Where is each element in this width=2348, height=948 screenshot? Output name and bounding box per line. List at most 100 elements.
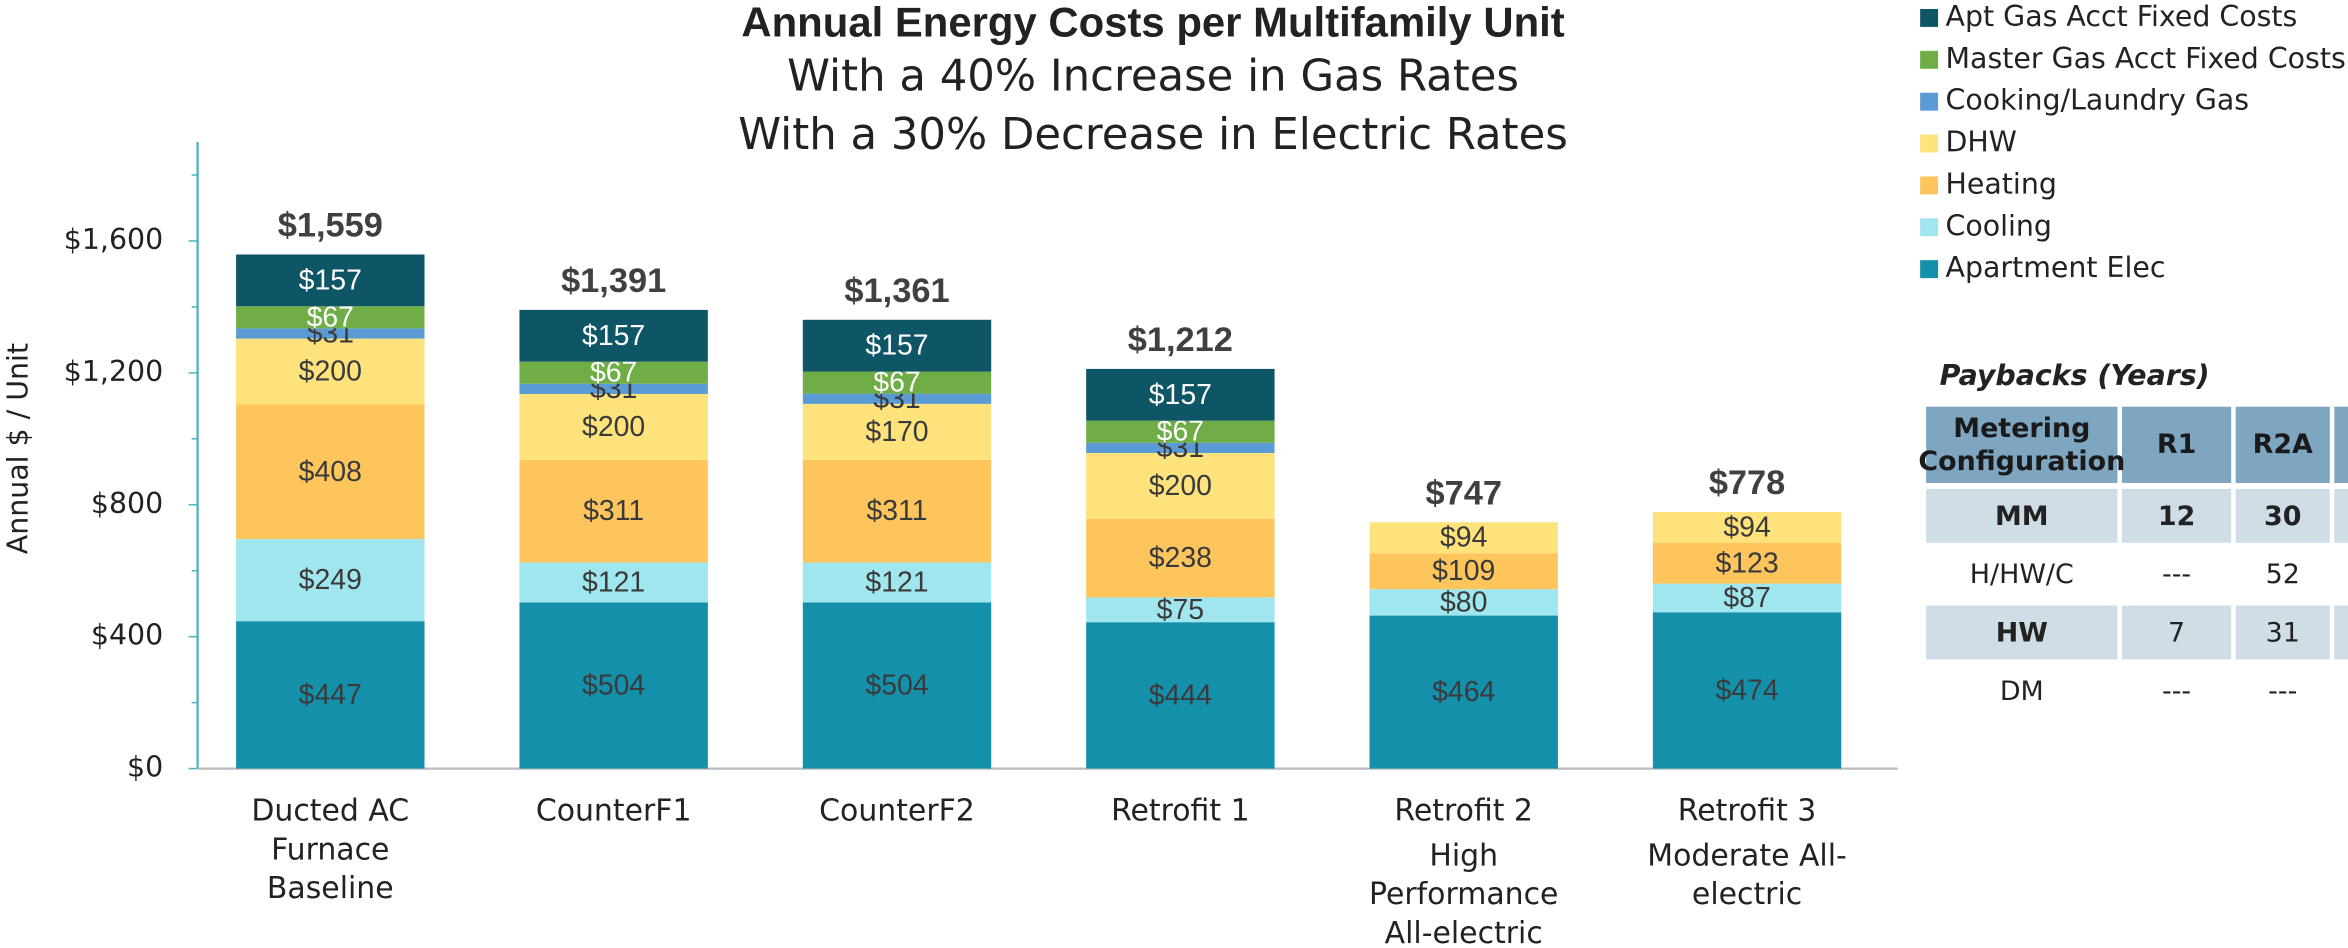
segment-label: $67 [873, 367, 920, 399]
table-cell [2235, 605, 2330, 660]
table-cell [1926, 605, 2118, 660]
bar-segment [1086, 453, 1275, 519]
legend-swatch [1920, 8, 1939, 27]
bar-segment [1086, 622, 1275, 769]
bar-segment [802, 319, 992, 372]
category-note: Performance [1369, 877, 1558, 912]
legend-swatch [1920, 176, 1939, 195]
category-note: High [1429, 838, 1498, 873]
category-note: All-electric [1385, 916, 1543, 948]
bar-segment [1652, 543, 1842, 584]
bar-segment [519, 309, 708, 362]
bar-segment [802, 393, 992, 404]
legend-swatch [1920, 218, 1939, 237]
bar-segment [802, 602, 992, 769]
segment-label: $67 [1157, 416, 1204, 448]
legend-label: Apt Gas Acct Fixed Costs [1946, 0, 2298, 33]
segment-label: $311 [866, 495, 927, 527]
segment-label: $311 [583, 495, 644, 527]
segment-label: $200 [582, 411, 645, 443]
segment-label: $157 [582, 320, 645, 352]
table-header-cell [1926, 406, 2118, 483]
table-cell [2235, 547, 2330, 602]
bar-segment [1652, 583, 1842, 613]
legend-swatch [1920, 92, 1939, 111]
bar-segment [236, 254, 425, 307]
bar-segment [519, 383, 708, 394]
y-tick-label: $1,600 [64, 223, 163, 256]
table-header: R2A [2253, 429, 2313, 460]
segment-label: $408 [299, 456, 362, 488]
y-tick-label: $0 [127, 751, 163, 784]
total-label: $1,212 [1128, 321, 1233, 359]
legend-swatch [1920, 134, 1939, 153]
table-cell-text: 7 [2168, 617, 2185, 648]
bar-segment [802, 403, 992, 460]
bar-segment [1369, 589, 1558, 616]
table-cell [2334, 488, 2348, 543]
legend-label: DHW [1946, 126, 2017, 159]
legend-label: Cooling [1946, 209, 2052, 242]
table-cell-text: H/HW/C [1970, 559, 2074, 590]
chart-title: Annual Energy Costs per Multifamily Unit [741, 0, 1564, 45]
bar-segment [236, 621, 425, 769]
bar-segment [519, 602, 708, 769]
x-tick-label: CounterF2 [819, 793, 975, 828]
bar-segment [1369, 553, 1558, 590]
segment-label: $504 [582, 669, 645, 701]
table-header-cell [2235, 406, 2330, 483]
segment-label: $94 [1723, 512, 1770, 544]
x-tick-label: Furnace [271, 832, 389, 867]
table-cell [2122, 488, 2232, 543]
table-header-cell [2334, 406, 2348, 483]
table-cell-text: 30 [2264, 501, 2301, 532]
table-cell [2235, 488, 2330, 543]
segment-label: $94 [1440, 522, 1487, 554]
legend-label: Master Gas Acct Fixed Costs [1946, 42, 2346, 75]
table-cell-text: --- [2268, 676, 2297, 707]
segment-label: $157 [299, 264, 362, 296]
bar-segment [519, 562, 708, 603]
category-note: electric [1692, 877, 1802, 912]
segment-label: $157 [1149, 379, 1212, 411]
chart-subtitle: With a 40% Increase in Gas Rates [787, 52, 1519, 102]
legend-swatch [1920, 260, 1939, 279]
table-cell-text: 31 [2266, 617, 2300, 648]
table-cell [2334, 547, 2348, 602]
bar-segment [236, 328, 425, 339]
total-label: $778 [1709, 464, 1785, 502]
legend-swatch [1920, 50, 1939, 69]
table-cell-text: 52 [2266, 559, 2300, 590]
bar-segment [1369, 615, 1558, 769]
bar-segment [802, 371, 992, 394]
table-cell-text: --- [2162, 676, 2191, 707]
chart-subtitle: With a 30% Decrease in Electric Rates [738, 110, 1568, 160]
table-cell [2122, 547, 2232, 602]
bar-segment [1086, 442, 1275, 454]
bar-segment [519, 361, 708, 384]
table-cell-text: DM [2000, 676, 2044, 707]
x-tick-label: Retrofit 1 [1111, 793, 1250, 828]
legend-label: Cooking/Laundry Gas [1946, 84, 2250, 117]
x-tick-label: Ducted AC [251, 793, 409, 828]
total-label: $1,559 [278, 207, 383, 245]
bar-segment [1086, 368, 1275, 421]
bar-segment [236, 404, 425, 540]
table-cell [1926, 663, 2118, 718]
table-header: Metering Configuration [1918, 413, 2125, 477]
segment-label: $109 [1432, 555, 1495, 587]
segment-label: $121 [865, 566, 928, 598]
table-title: Paybacks (Years) [1940, 359, 2210, 392]
total-label: $1,361 [844, 272, 949, 310]
table-cell [1926, 488, 2118, 543]
bar-segment [519, 459, 708, 563]
bar-segment [1086, 518, 1275, 598]
bar-segment [1652, 612, 1842, 769]
total-label: $1,391 [561, 262, 666, 300]
x-tick-label: CounterF1 [536, 793, 692, 828]
segment-label: $238 [1149, 542, 1212, 574]
bar-segment [1652, 512, 1842, 544]
category-note: Moderate All- [1647, 838, 1847, 873]
total-label: $747 [1425, 474, 1501, 512]
legend-label: Apartment Elec [1946, 251, 2166, 284]
